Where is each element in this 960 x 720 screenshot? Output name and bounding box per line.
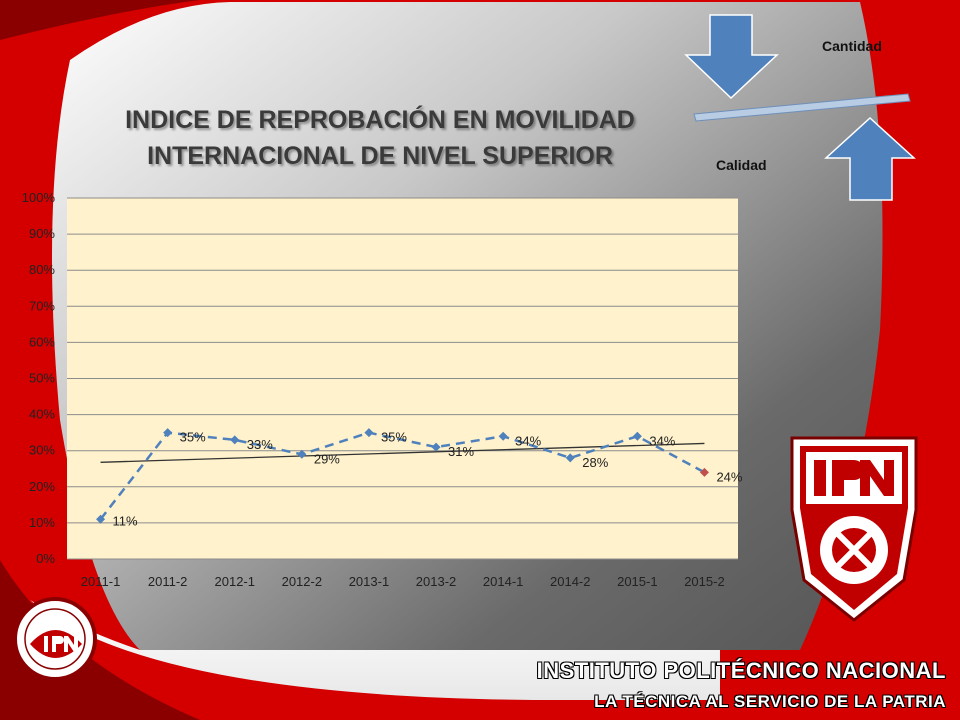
x-tick-label: 2012-2 — [282, 574, 322, 589]
data-label: 31% — [448, 444, 474, 459]
y-tick-label: 100% — [22, 190, 56, 205]
data-point — [364, 428, 374, 438]
cantidad-label: Cantidad — [822, 38, 882, 54]
y-tick-label: 60% — [29, 334, 55, 349]
x-tick-label: 2011-2 — [148, 574, 188, 589]
y-tick-label: 0% — [36, 551, 55, 566]
x-tick-label: 2011-1 — [81, 574, 121, 589]
y-tick-label: 20% — [29, 479, 55, 494]
chart-title-line-1: INDICE DE REPROBACIÓN EN MOVILIDAD — [125, 106, 635, 134]
y-tick-label: 30% — [29, 443, 55, 458]
y-tick-label: 90% — [29, 226, 55, 241]
ipn-logo — [790, 436, 918, 622]
institution-name: INSTITUTO POLITÉCNICO NACIONAL — [536, 658, 946, 683]
x-tick-label: 2015-2 — [684, 574, 724, 589]
data-point — [498, 431, 508, 441]
data-point — [699, 467, 709, 477]
data-label: 33% — [247, 437, 273, 452]
y-tick-label: 40% — [29, 407, 55, 422]
series-line — [99, 431, 706, 521]
x-tick-label: 2012-1 — [215, 574, 255, 589]
y-tick-label: 70% — [29, 298, 55, 313]
data-label: 28% — [582, 455, 608, 470]
failure-rate-chart: 0% 10% 20% 30% 40% 50% 60% 70% 80% 90% 100% 2011-1 2… — [22, 190, 743, 589]
data-label: 34% — [649, 433, 675, 448]
data-label: 35% — [381, 430, 407, 445]
quantity-quality-graphic — [684, 14, 916, 201]
x-tick-label: 2013-2 — [416, 574, 456, 589]
data-point — [565, 453, 575, 463]
y-tick-label: 50% — [29, 371, 55, 386]
data-label: 35% — [180, 430, 206, 445]
calidad-label: Calidad — [716, 157, 767, 173]
data-point — [297, 449, 307, 459]
data-point — [96, 514, 106, 524]
x-tick-label: 2014-1 — [483, 574, 523, 589]
data-point — [163, 428, 173, 438]
y-tick-label: 80% — [29, 262, 55, 277]
institution-motto: LA TÉCNICA AL SERVICIO DE LA PATRIA — [594, 692, 946, 711]
data-label: 24% — [716, 469, 742, 484]
data-point — [431, 442, 441, 452]
x-tick-label: 2015-1 — [617, 574, 657, 589]
x-tick-label: 2014-2 — [550, 574, 590, 589]
data-label: 34% — [515, 433, 541, 448]
data-label: 11% — [113, 513, 138, 528]
data-label: 29% — [314, 451, 340, 466]
data-point — [632, 431, 642, 441]
cca-ipn-logo — [13, 597, 97, 681]
y-tick-label: 10% — [29, 515, 55, 530]
data-point — [230, 435, 240, 445]
chart-title-line-2: INTERNACIONAL DE NIVEL SUPERIOR — [147, 142, 613, 170]
x-tick-label: 2013-1 — [349, 574, 389, 589]
